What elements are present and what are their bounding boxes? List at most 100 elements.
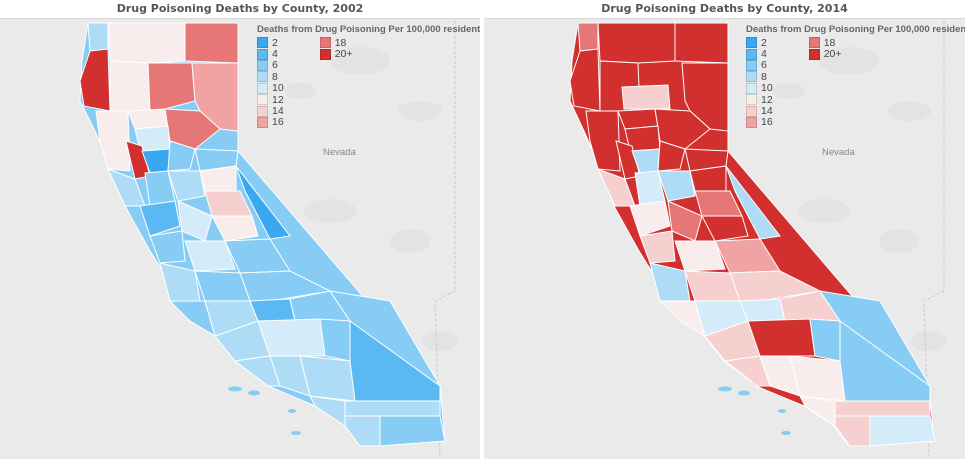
county-placer[interactable] (689, 165, 727, 192)
legend-label: 8 (761, 70, 767, 83)
legend-label: 14 (272, 105, 284, 118)
legend-label: 16 (761, 116, 773, 129)
county-napa-solano[interactable] (139, 200, 181, 237)
county-kings[interactable] (739, 298, 786, 322)
legend-item[interactable]: 8 (746, 70, 773, 83)
county-del-norte[interactable] (87, 22, 109, 52)
map-canvas[interactable] (484, 18, 965, 459)
terrain-texture (284, 47, 458, 351)
legend-item[interactable]: 18 (808, 36, 842, 49)
county-alameda[interactable] (149, 230, 186, 264)
county-mariposa-madera[interactable] (729, 270, 822, 302)
county-kern[interactable] (747, 318, 816, 357)
county-sutter[interactable] (167, 170, 206, 202)
legend-item[interactable]: 6 (746, 59, 773, 72)
legend-item[interactable]: 12 (746, 93, 773, 106)
legend-title: Deaths from Drug Poisoning Per 100,000 r… (746, 24, 965, 35)
legend-label: 4 (761, 48, 767, 61)
legend-swatch (746, 59, 757, 71)
legend-item[interactable]: 2 (257, 36, 284, 49)
legend-label: 10 (761, 82, 773, 95)
counties (79, 22, 446, 447)
county-shasta[interactable] (621, 84, 671, 110)
county-butte[interactable] (167, 140, 196, 172)
county-alameda[interactable] (639, 230, 676, 264)
county-imperial[interactable] (869, 415, 936, 447)
legend-item[interactable]: 14 (746, 105, 773, 117)
legend-label: 20+ (823, 48, 842, 61)
legend-label: 10 (272, 82, 284, 95)
county-kings[interactable] (249, 298, 296, 322)
state-label-nevada: Nevada (822, 147, 855, 158)
county-riverside[interactable] (834, 400, 931, 417)
legend-swatch (746, 48, 757, 60)
map-legend: Deaths from Drug Poisoning Per 100,000 r… (746, 24, 965, 128)
terrain-texture (773, 47, 947, 351)
county-orange[interactable] (309, 395, 346, 427)
county-tehama[interactable] (127, 108, 169, 130)
county-amador[interactable] (211, 215, 259, 242)
legend-item[interactable]: 10 (746, 82, 773, 95)
county-kern-east[interactable] (319, 318, 351, 362)
legend-item[interactable]: 10 (257, 82, 284, 95)
legend-label: 18 (823, 36, 836, 49)
legend-label: 8 (272, 70, 278, 83)
legend-item[interactable]: 18 (319, 36, 353, 49)
legend-swatch (319, 48, 331, 60)
map-title: Drug Poisoning Deaths by County, 2002 (116, 2, 364, 15)
legend-item[interactable]: 12 (257, 94, 284, 106)
legend-item[interactable]: 16 (257, 116, 284, 128)
county-imperial[interactable] (379, 415, 446, 447)
county-amador[interactable] (701, 215, 749, 242)
county-kern[interactable] (257, 318, 326, 357)
legend-label: 6 (761, 59, 767, 72)
county-napa-solano[interactable] (629, 200, 671, 237)
legend-swatch (257, 82, 268, 94)
county-mendocino[interactable] (585, 110, 621, 172)
legend-item[interactable]: 6 (257, 59, 284, 71)
legend-label: 2 (272, 36, 278, 49)
map-panel-2014: Drug Poisoning Deaths by County, 2014 (484, 0, 965, 459)
legend-swatch (257, 48, 268, 60)
legend-item[interactable]: 8 (257, 70, 284, 83)
legend-label: 18 (334, 36, 347, 49)
legend-swatch (257, 105, 268, 117)
county-sutter[interactable] (657, 170, 696, 202)
county-humboldt[interactable] (569, 48, 601, 112)
county-shasta[interactable] (147, 62, 196, 112)
county-riverside[interactable] (344, 400, 441, 417)
county-siskiyou[interactable] (597, 22, 676, 64)
county-siskiyou[interactable] (107, 22, 186, 64)
county-trinity[interactable] (109, 60, 151, 112)
legend-item[interactable]: 20+ (808, 48, 842, 61)
county-san-joaquin[interactable] (674, 240, 726, 272)
county-humboldt[interactable] (79, 48, 111, 112)
legend-item[interactable]: 20+ (319, 48, 353, 60)
county-san-joaquin[interactable] (184, 240, 236, 272)
legend-swatch (808, 48, 820, 60)
map-canvas[interactable] (0, 18, 480, 459)
legend-swatch (319, 37, 331, 49)
county-modoc[interactable] (184, 22, 239, 64)
county-san-diego[interactable] (344, 415, 381, 447)
legend-label: 12 (761, 93, 773, 106)
map-title: Drug Poisoning Deaths by County, 2014 (601, 2, 848, 15)
legend-item[interactable]: 14 (257, 105, 284, 118)
county-mariposa-madera[interactable] (239, 270, 332, 302)
county-modoc[interactable] (674, 22, 729, 64)
legend-item[interactable]: 4 (746, 48, 773, 61)
county-placer[interactable] (199, 165, 237, 192)
county-mendocino[interactable] (95, 110, 131, 172)
county-butte[interactable] (657, 140, 686, 172)
county-del-norte[interactable] (577, 22, 599, 52)
county-san-diego[interactable] (834, 415, 871, 447)
county-orange[interactable] (799, 395, 836, 427)
channel-islands (718, 386, 791, 435)
legend-item[interactable]: 16 (746, 116, 773, 129)
county-tehama[interactable] (617, 108, 659, 130)
state-label-nevada: Nevada (323, 147, 356, 158)
legend-item[interactable]: 2 (746, 37, 773, 49)
legend-label: 4 (272, 48, 278, 61)
legend-item[interactable]: 4 (257, 48, 284, 61)
county-kern-east[interactable] (809, 318, 841, 362)
